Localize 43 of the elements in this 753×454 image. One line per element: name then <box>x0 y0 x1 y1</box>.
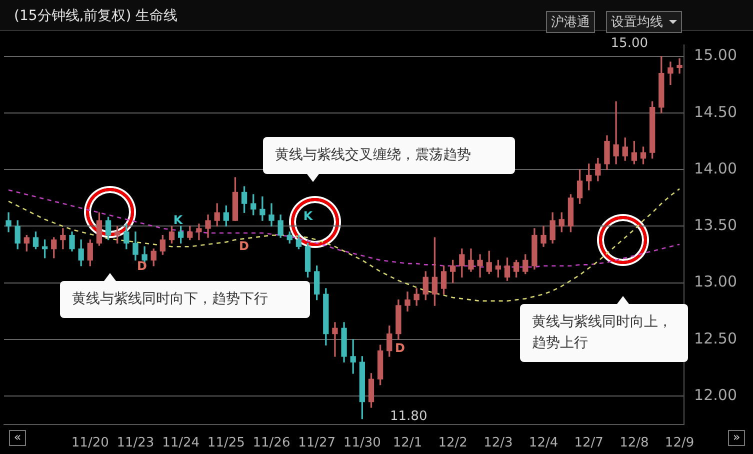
text: » <box>728 430 745 446</box>
x-tick-label: 11/20 <box>71 436 109 451</box>
x-tick-label: 11/25 <box>207 436 245 451</box>
annotation: 15.00 <box>610 36 648 51</box>
x-tick-label: 12/9 <box>664 436 694 451</box>
annotation: D <box>395 341 405 355</box>
annotation: D <box>137 259 147 273</box>
candlestick <box>260 196 266 221</box>
annotation: 黄线与紫线同时向下，趋势下行 <box>60 281 310 318</box>
annotation: K <box>173 213 183 227</box>
x-tick-label: 12/8 <box>620 436 649 451</box>
annotation: 黄线与紫线交叉缠绕，震荡趋势 <box>263 137 515 174</box>
chart-title: (15分钟线,前复权) 生命线 <box>14 7 178 25</box>
candlestick <box>60 228 66 250</box>
x-tick-label: 11/24 <box>162 436 200 451</box>
annotation: 11.80 <box>390 409 428 424</box>
x-tick-label: 11/30 <box>343 436 381 451</box>
y-tick-label: 14.50 <box>694 102 738 121</box>
y-tick-label: 13.50 <box>694 216 738 234</box>
y-tick-label: 12.00 <box>694 386 738 404</box>
x-tick-label: 12/1 <box>392 436 422 451</box>
text: 沪港通 <box>551 14 590 31</box>
x-tick-label: 12/3 <box>484 436 513 451</box>
candlestick <box>332 322 338 357</box>
candlestick <box>613 101 619 164</box>
y-tick-label: 13.00 <box>694 272 738 291</box>
annotation: K <box>303 209 313 223</box>
text: « <box>9 430 26 446</box>
x-tick-label: 11/26 <box>252 436 290 451</box>
candlestick <box>676 58 682 74</box>
candlestick <box>668 62 674 85</box>
y-tick-label: 14.00 <box>694 159 738 178</box>
y-tick-label: 12.50 <box>694 329 738 348</box>
candlestick <box>196 224 202 240</box>
y-tick-label: 15.00 <box>694 46 738 64</box>
x-tick-label: 12/2 <box>438 436 468 451</box>
x-tick-label: 12/7 <box>574 436 604 451</box>
x-tick-label: 12/4 <box>528 436 558 451</box>
x-tick-label: 11/27 <box>298 436 336 451</box>
x-tick-label: 11/23 <box>116 436 154 451</box>
candlestick <box>477 254 483 278</box>
annotation: D <box>239 239 249 253</box>
text: 设置均线 <box>611 14 663 31</box>
